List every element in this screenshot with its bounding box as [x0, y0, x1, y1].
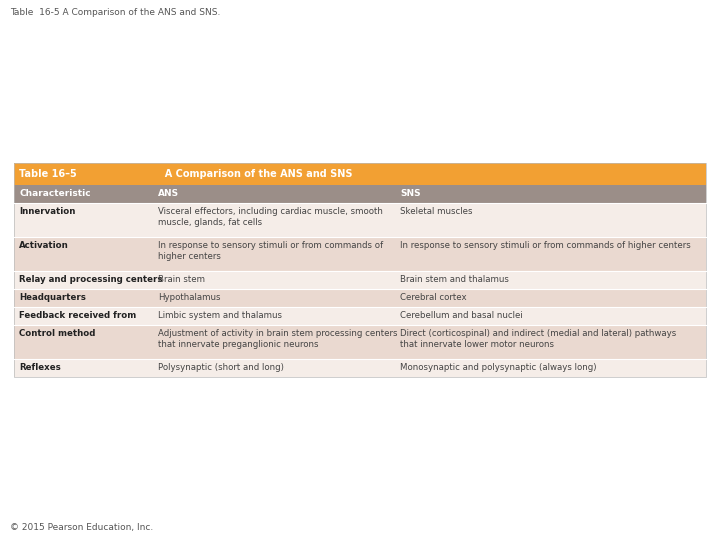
Text: ANS: ANS	[158, 190, 179, 199]
Text: Skeletal muscles: Skeletal muscles	[400, 207, 472, 216]
Text: Hypothalamus: Hypothalamus	[158, 293, 220, 302]
Text: Brain stem and thalamus: Brain stem and thalamus	[400, 275, 509, 284]
FancyBboxPatch shape	[14, 307, 706, 325]
Text: Limbic system and thalamus: Limbic system and thalamus	[158, 311, 282, 320]
Text: Adjustment of activity in brain stem processing centers
that innervate pregangli: Adjustment of activity in brain stem pro…	[158, 329, 397, 349]
FancyBboxPatch shape	[14, 185, 706, 203]
Text: Brain stem: Brain stem	[158, 275, 205, 284]
FancyBboxPatch shape	[14, 163, 706, 185]
Text: Innervation: Innervation	[19, 207, 76, 216]
Text: Table  16-5 A Comparison of the ANS and SNS.: Table 16-5 A Comparison of the ANS and S…	[10, 8, 220, 17]
FancyBboxPatch shape	[14, 325, 706, 359]
Text: SNS: SNS	[400, 190, 420, 199]
FancyBboxPatch shape	[14, 289, 706, 307]
Text: Reflexes: Reflexes	[19, 363, 60, 372]
FancyBboxPatch shape	[14, 203, 706, 237]
Text: Polysynaptic (short and long): Polysynaptic (short and long)	[158, 363, 284, 372]
Text: Table 16–5: Table 16–5	[19, 169, 77, 179]
Text: Activation: Activation	[19, 241, 68, 250]
Text: Cerebral cortex: Cerebral cortex	[400, 293, 467, 302]
Text: Visceral effectors, including cardiac muscle, smooth
muscle, glands, fat cells: Visceral effectors, including cardiac mu…	[158, 207, 383, 227]
Text: Control method: Control method	[19, 329, 95, 338]
FancyBboxPatch shape	[14, 271, 706, 289]
Text: In response to sensory stimuli or from commands of higher centers: In response to sensory stimuli or from c…	[400, 241, 690, 250]
Text: A Comparison of the ANS and SNS: A Comparison of the ANS and SNS	[158, 169, 353, 179]
Text: Direct (corticospinal) and indirect (medial and lateral) pathways
that innervate: Direct (corticospinal) and indirect (med…	[400, 329, 676, 349]
Text: Feedback received from: Feedback received from	[19, 311, 136, 320]
Text: Relay and processing centers: Relay and processing centers	[19, 275, 163, 284]
Text: Characteristic: Characteristic	[19, 190, 91, 199]
Text: © 2015 Pearson Education, Inc.: © 2015 Pearson Education, Inc.	[10, 523, 153, 532]
Text: Monosynaptic and polysynaptic (always long): Monosynaptic and polysynaptic (always lo…	[400, 363, 596, 372]
Text: Headquarters: Headquarters	[19, 293, 86, 302]
FancyBboxPatch shape	[14, 237, 706, 271]
Text: Cerebellum and basal nuclei: Cerebellum and basal nuclei	[400, 311, 523, 320]
Text: In response to sensory stimuli or from commands of
higher centers: In response to sensory stimuli or from c…	[158, 241, 383, 261]
FancyBboxPatch shape	[14, 359, 706, 377]
